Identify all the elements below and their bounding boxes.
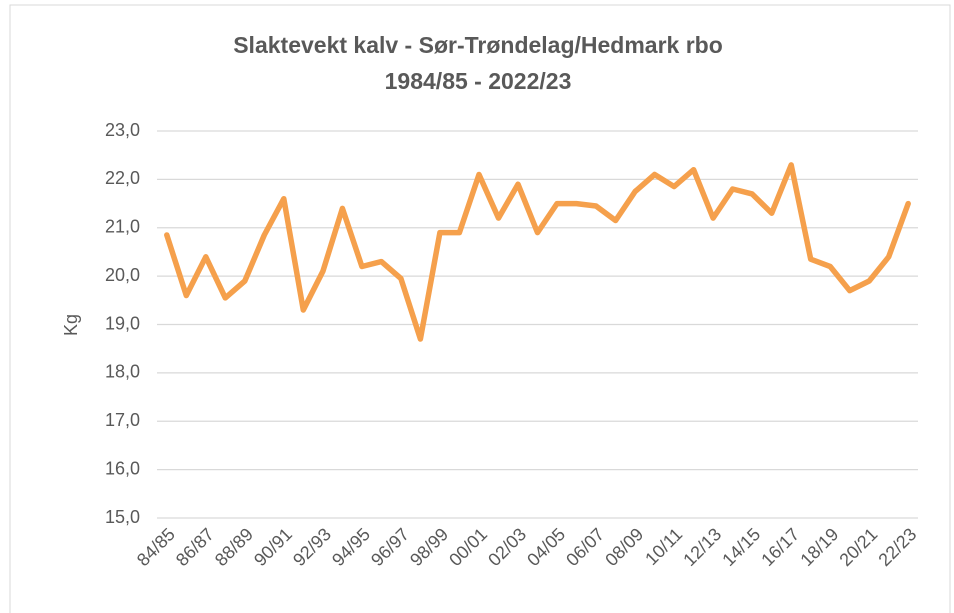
y-axis-label: Kg (61, 314, 81, 336)
chart-subtitle: 1984/85 - 2022/23 (385, 68, 572, 94)
y-tick-label: 15,0 (105, 507, 140, 527)
y-tick-label: 21,0 (105, 217, 140, 237)
y-tick-label: 16,0 (105, 458, 140, 478)
y-tick-label: 19,0 (105, 313, 140, 333)
chart-title: Slaktevekt kalv - Sør-Trøndelag/Hedmark … (233, 32, 723, 58)
data-line (164, 162, 911, 342)
y-tick-label: 17,0 (105, 410, 140, 430)
y-tick-label: 20,0 (105, 265, 140, 285)
chart-border (9, 4, 951, 613)
y-tick-label: 22,0 (105, 168, 140, 188)
y-tick-label: 23,0 (105, 120, 140, 140)
y-tick-label: 18,0 (105, 362, 140, 382)
